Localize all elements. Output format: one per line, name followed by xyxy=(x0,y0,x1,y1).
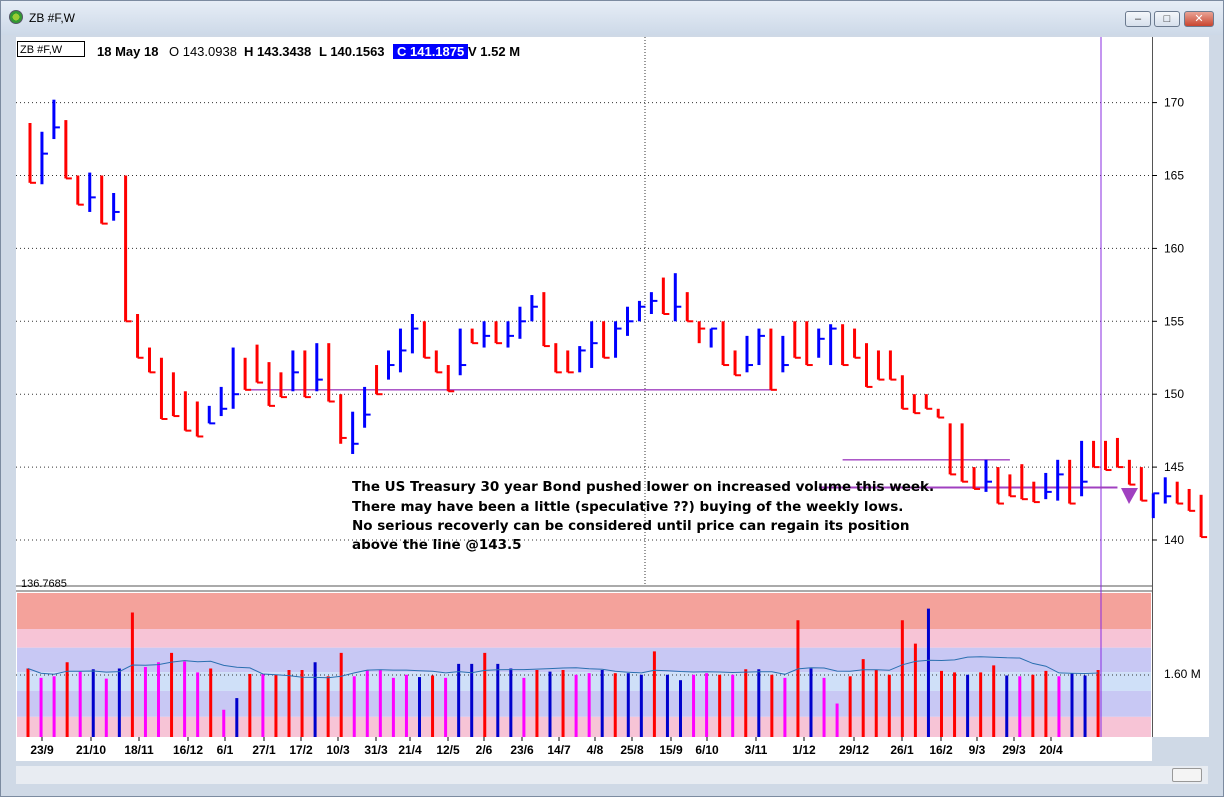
x-tick-label: 21/10 xyxy=(76,743,106,757)
x-tick-label: 29/12 xyxy=(839,743,869,757)
volume-band-5 xyxy=(17,716,1151,737)
x-tick-label: 29/3 xyxy=(1002,743,1026,757)
open-value: O 143.0938 xyxy=(169,44,237,59)
annotation-line-3: No serious recoverly can be considered u… xyxy=(352,518,910,534)
x-tick-label: 16/2 xyxy=(929,743,953,757)
close-value: C 141.1875 xyxy=(393,44,469,59)
low-value: L 140.1563 xyxy=(319,44,385,59)
date-axis-panel xyxy=(16,737,1152,761)
x-tick-label: 3/11 xyxy=(745,743,768,757)
window-title: ZB #F,W xyxy=(29,11,76,25)
x-tick-label: 23/6 xyxy=(510,743,534,757)
volume-average-line xyxy=(27,656,1099,679)
volume-band-4 xyxy=(17,690,1151,717)
annotation-line-1: The US Treasury 30 year Bond pushed lowe… xyxy=(352,479,935,495)
y-tick-label: 155 xyxy=(1164,314,1184,328)
x-tick-label: 1/12 xyxy=(792,743,816,757)
y-tick-label: 150 xyxy=(1164,387,1184,401)
x-tick-label: 17/2 xyxy=(289,743,313,757)
x-tick-label: 4/8 xyxy=(587,743,604,757)
y-tick-label: 170 xyxy=(1164,96,1184,110)
x-tick-label: 16/12 xyxy=(173,743,203,757)
x-tick-label: 23/9 xyxy=(30,743,54,757)
volume-value: V 1.52 M xyxy=(468,44,521,59)
x-tick-label: 15/9 xyxy=(659,743,683,757)
x-tick-label: 6/1 xyxy=(217,743,234,757)
x-tick-label: 6/10 xyxy=(695,743,719,757)
y-tick-label: 165 xyxy=(1164,169,1184,183)
x-tick-label: 10/3 xyxy=(326,743,350,757)
x-tick-label: 20/4 xyxy=(1039,743,1063,757)
symbol-box[interactable]: ZB #F,W xyxy=(17,41,85,57)
annotation-line-4: above the line @143.5 xyxy=(352,537,522,553)
x-tick-label: 21/4 xyxy=(398,743,422,757)
high-value: H 143.3438 xyxy=(244,44,312,59)
x-tick-label: 12/5 xyxy=(436,743,460,757)
x-tick-label: 27/1 xyxy=(252,743,276,757)
down-arrow-marker xyxy=(1121,488,1138,504)
volume-band-1 xyxy=(17,629,1151,648)
y-tick-label: 145 xyxy=(1164,460,1184,474)
maximize-button[interactable]: □ xyxy=(1154,11,1180,27)
x-tick-label: 9/3 xyxy=(969,743,986,757)
x-tick-label: 31/3 xyxy=(364,743,388,757)
bar-date: 18 May 18 xyxy=(97,44,159,59)
volume-band-0 xyxy=(17,593,1151,629)
horizontal-scrollbar[interactable] xyxy=(16,766,1208,784)
x-tick-label: 2/6 xyxy=(476,743,493,757)
x-tick-label: 18/11 xyxy=(124,743,154,757)
volume-axis-label: 1.60 M xyxy=(1164,667,1201,681)
x-tick-label: 25/8 xyxy=(620,743,644,757)
annotation-line-2: There may have been a little (speculativ… xyxy=(352,499,904,515)
minimize-button[interactable]: – xyxy=(1125,11,1151,27)
x-tick-label: 14/7 xyxy=(547,743,571,757)
y-axis-panel[interactable] xyxy=(1152,37,1209,737)
y-tick-label: 160 xyxy=(1164,241,1184,255)
app-icon xyxy=(9,10,23,24)
y-tick-label: 140 xyxy=(1164,533,1184,547)
close-button[interactable]: ✕ xyxy=(1184,11,1214,27)
x-tick-label: 26/1 xyxy=(890,743,914,757)
price-min-label: 136.7685 xyxy=(21,578,67,590)
title-bar: ZB #F,W – □ ✕ xyxy=(1,1,1223,35)
scrollbar-thumb[interactable] xyxy=(1172,768,1202,782)
